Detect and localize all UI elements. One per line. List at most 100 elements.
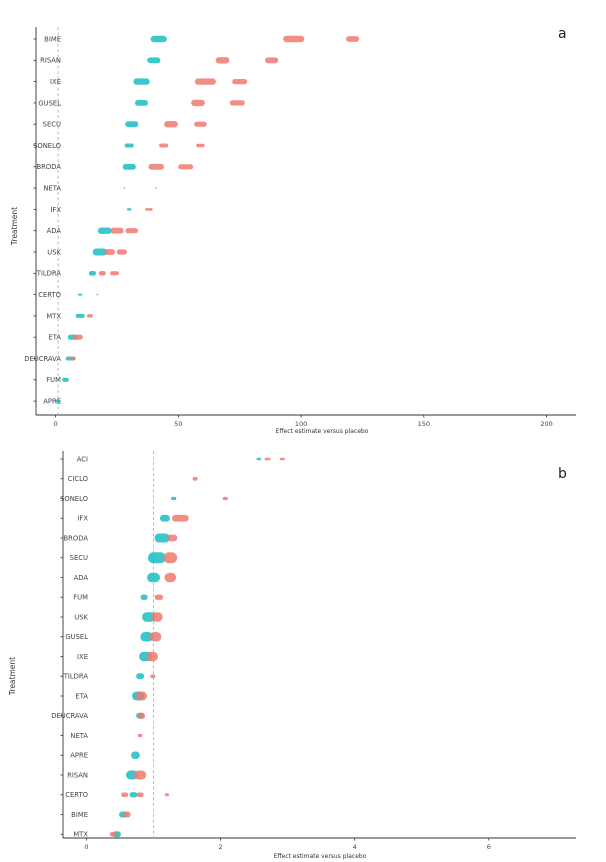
- category-label-neta: NETA: [70, 732, 88, 740]
- data-point-usk-salmon: [151, 612, 163, 622]
- data-point-certo-teal: [77, 293, 83, 296]
- x-axis-title-b: Effect estimate versus placebo: [274, 853, 367, 860]
- data-point-tildra-teal: [136, 673, 145, 680]
- data-point-fum-salmon: [154, 594, 164, 600]
- category-label-apre: APRE: [43, 398, 61, 406]
- data-point-secu-salmon: [163, 552, 178, 564]
- data-point-sonelo-salmon: [159, 143, 169, 148]
- category-label-deucrava: DEUCRAVA: [24, 355, 61, 363]
- category-label-bime: BIME: [44, 35, 61, 43]
- category-label-risan: RISAN: [40, 57, 61, 65]
- x-tick-label: 2: [219, 843, 223, 851]
- data-point-gusel-teal: [140, 631, 154, 642]
- category-label-fum: FUM: [46, 376, 61, 384]
- category-label-ixe: IXE: [77, 653, 88, 661]
- category-label-usk: USK: [74, 613, 88, 621]
- y-axis-title-b: Treatment: [8, 657, 17, 696]
- data-point-broda-teal: [122, 163, 136, 170]
- data-point-gusel-salmon: [149, 631, 162, 642]
- data-point-secu-salmon: [164, 121, 178, 128]
- x-tick-label: 0: [84, 843, 88, 851]
- x-tick-label: 50: [174, 420, 182, 428]
- data-point-eta-salmon: [72, 334, 83, 340]
- category-label-sonelo: SONELO: [33, 142, 61, 150]
- data-point-ifx-teal: [126, 208, 132, 211]
- category-label-ixe: IXE: [50, 78, 61, 86]
- panel-a: a Treatment Effect estimate versus place…: [10, 26, 576, 435]
- data-point-certo-salmon: [136, 792, 144, 797]
- data-point-ixe-teal: [133, 78, 150, 85]
- data-point-ada-salmon: [125, 228, 139, 234]
- category-label-fum: FUM: [73, 594, 88, 602]
- data-point-mtx-salmon: [87, 314, 93, 318]
- category-label-ada: ADA: [47, 227, 62, 235]
- data-point-sonelo-salmon: [196, 143, 205, 148]
- data-point-eta-salmon: [136, 691, 147, 701]
- data-point-risan-salmon: [215, 57, 230, 64]
- category-label-deucrava: DEUCRAVA: [51, 712, 88, 720]
- panel-b: b Treatment Effect estimate versus place…: [8, 451, 576, 860]
- data-point-aci-salmon: [264, 457, 271, 461]
- category-label-secu: SECU: [70, 554, 88, 562]
- category-label-gusel: GUSEL: [38, 99, 61, 107]
- panel-letter-b: b: [558, 466, 567, 482]
- data-point-mtx-salmon: [109, 832, 117, 837]
- data-point-deucrava-salmon: [137, 712, 146, 719]
- data-point-aci-salmon: [279, 457, 285, 461]
- data-point-bime-salmon: [283, 35, 305, 43]
- category-label-eta: ETA: [48, 334, 61, 342]
- category-label-tildra: TILDRA: [36, 270, 62, 278]
- data-point-broda-salmon: [148, 163, 165, 170]
- data-point-usk-salmon: [104, 249, 115, 255]
- x-axis-title-a: Effect estimate versus placebo: [276, 428, 369, 435]
- data-point-ciclo-salmon: [192, 476, 198, 481]
- x-tick-label: 100: [295, 420, 307, 428]
- data-point-secu-teal: [147, 552, 166, 564]
- data-point-neta-salmon: [137, 733, 143, 738]
- category-label-ada: ADA: [74, 574, 89, 582]
- category-label-ifx: IFX: [77, 515, 88, 523]
- data-point-tildra-salmon: [110, 271, 120, 276]
- data-point-ada-teal: [147, 572, 161, 583]
- data-point-ada-salmon: [110, 227, 124, 234]
- data-point-bime-salmon: [346, 36, 360, 42]
- x-tick-label: 4: [353, 843, 357, 851]
- data-point-bime-teal: [150, 35, 167, 43]
- category-label-certo: CERTO: [65, 791, 88, 799]
- data-point-certo-salmon: [121, 792, 129, 797]
- data-point-fum-teal: [62, 377, 69, 382]
- data-point-ixe-salmon: [194, 78, 216, 85]
- data-point-gusel-salmon: [191, 99, 205, 107]
- x-tick-label: 6: [487, 843, 491, 851]
- data-point-ifx-salmon: [145, 208, 153, 211]
- category-label-risan: RISAN: [67, 771, 88, 779]
- data-point-apre-teal: [131, 751, 140, 759]
- data-point-ixe-salmon: [146, 651, 159, 662]
- data-point-broda-salmon: [178, 164, 194, 170]
- category-label-neta: NETA: [43, 185, 61, 193]
- x-tick-label: 150: [418, 420, 430, 428]
- data-point-sonelo-teal: [124, 143, 134, 148]
- data-point-certo-salmon: [164, 793, 170, 797]
- data-point-neta-salmon: [155, 187, 158, 189]
- data-point-certo-salmon: [96, 293, 99, 296]
- category-label-gusel: GUSEL: [65, 633, 88, 641]
- data-point-secu-teal: [125, 121, 139, 128]
- data-point-sonelo-teal: [170, 496, 177, 501]
- data-point-apre-teal: [55, 399, 61, 403]
- panel-letter-a: a: [558, 26, 567, 42]
- category-label-tildra: TILDRA: [63, 673, 89, 681]
- x-tick-label: 200: [540, 420, 552, 428]
- category-label-aci: ACI: [77, 455, 88, 463]
- data-point-bime-salmon: [122, 811, 131, 818]
- data-point-ada-salmon: [164, 572, 177, 583]
- data-point-fum-teal: [140, 594, 148, 600]
- category-label-mtx: MTX: [73, 831, 88, 839]
- category-label-apre: APRE: [70, 752, 88, 760]
- data-point-ifx-salmon: [171, 514, 189, 522]
- data-point-neta-teal: [123, 187, 126, 189]
- x-tick-label: 0: [54, 420, 58, 428]
- category-label-broda: BRODA: [37, 163, 62, 171]
- category-label-ciclo: CICLO: [68, 475, 88, 483]
- category-label-ifx: IFX: [50, 206, 61, 214]
